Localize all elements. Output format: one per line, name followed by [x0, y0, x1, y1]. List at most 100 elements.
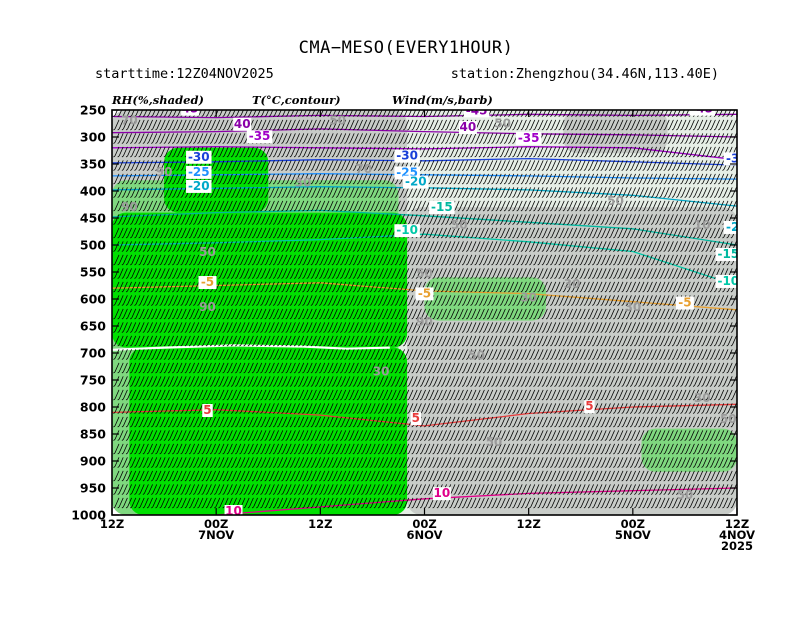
rh-label: 50	[607, 194, 624, 208]
x-tick-label: 5NOV	[615, 528, 651, 542]
temp-label-bg	[458, 121, 477, 135]
temp-label-bg	[715, 274, 737, 288]
y-tick-label: 900	[80, 454, 106, 469]
rh-label: 50	[486, 435, 503, 449]
rh-label: 30	[373, 365, 390, 379]
start-time-label: starttime:12Z04NOV2025	[95, 66, 274, 82]
temp-contour--10	[112, 233, 737, 287]
rh-label: 50	[468, 348, 485, 362]
rh-label: 50	[416, 266, 433, 280]
rh-label: 50	[451, 218, 468, 232]
rh-label: 70	[355, 162, 372, 176]
wind-barb-row-760	[113, 376, 737, 387]
temp-label: 10	[225, 504, 242, 518]
wind-barb-row-885	[113, 443, 737, 455]
x-tick-label: 12Z	[516, 517, 540, 531]
rh-label: 70	[121, 114, 138, 128]
x-tick-label: 12Z	[308, 517, 332, 531]
rh-label: 50	[720, 412, 737, 426]
x-tick-label: 12Z	[725, 517, 749, 531]
y-tick-label: 450	[80, 211, 106, 226]
temp-label: -5	[201, 275, 214, 289]
temp-label: -10	[717, 274, 739, 288]
temp-label-bg	[715, 247, 737, 261]
temp-label: -15	[431, 200, 453, 214]
wind-barb-row-935	[113, 470, 737, 482]
temp-label-bg	[515, 131, 542, 145]
y-tick-label: 400	[80, 184, 106, 199]
wind-barb-row-460	[113, 214, 737, 225]
legend-wind: Wind(m/s,barb)	[392, 93, 493, 107]
temp-label-bg	[410, 412, 422, 426]
temp-contour--25	[112, 173, 737, 180]
wind-barb-row-610	[113, 295, 737, 306]
rh-label: 10	[694, 218, 711, 232]
y-tick-label: 650	[80, 319, 106, 334]
y-tick-label: 950	[80, 481, 106, 496]
rh-label: 30	[624, 300, 641, 314]
wind-barb-row-685	[113, 335, 737, 347]
wind-barb-row-710	[113, 349, 737, 360]
x-tick-label: 00Z	[621, 517, 645, 531]
wind-barb-row-360	[113, 160, 737, 171]
y-tick-label: 800	[80, 400, 106, 415]
rh-label: 50	[329, 114, 346, 128]
rh-label: 90	[156, 165, 173, 179]
x-tick-label: 00Z	[412, 517, 436, 531]
rh-label: 50	[677, 488, 694, 502]
y-tick-label: 250	[80, 103, 106, 118]
wind-barb-row-510	[113, 241, 737, 252]
temp-label-bg	[429, 200, 455, 214]
rh-label: 30	[694, 391, 711, 405]
wind-barb-row-735	[113, 362, 737, 374]
temp-label: 5	[203, 403, 211, 417]
rh-label: 50	[494, 116, 511, 130]
temp-label-bg	[463, 110, 490, 118]
temp-label: 40	[460, 120, 477, 134]
rh-boundary-line	[112, 344, 390, 351]
wind-barb-row-860	[113, 430, 737, 441]
rh-label: 30	[564, 277, 581, 291]
temp-label-bg	[246, 130, 273, 144]
y-tick-label: 300	[80, 130, 106, 145]
y-tick-label: 1000	[71, 508, 106, 523]
temp-label: -5	[678, 296, 691, 310]
wind-barb-row-560	[113, 268, 737, 279]
x-tick-label: 12Z	[100, 517, 124, 531]
temp-label: -45	[691, 102, 713, 116]
wind-barb-row-910	[113, 457, 737, 468]
temp-label: -2	[726, 220, 739, 234]
temp-label-bg	[675, 296, 694, 310]
temp-label: -35	[249, 129, 271, 143]
temp-label: -3	[726, 151, 739, 165]
legend-temp: T(°C,contour)	[252, 93, 341, 107]
temp-label: -5	[418, 286, 431, 300]
temp-label-bg	[723, 220, 737, 234]
y-tick-label: 700	[80, 346, 106, 361]
temp-label: -20	[405, 175, 427, 189]
temp-label-bg	[181, 110, 200, 116]
temp-label-bg	[584, 400, 595, 414]
x-tick-label: 4NOV	[719, 528, 755, 542]
rh-patch-70	[641, 428, 737, 472]
temp-label: -30	[188, 150, 210, 164]
wind-barb-row-410	[113, 187, 737, 198]
wind-barb-row-785	[113, 389, 737, 401]
temp-label-bg	[198, 276, 217, 290]
rh-label: 30	[520, 291, 537, 305]
wind-barbs	[113, 110, 737, 509]
temp-label-bg	[723, 152, 737, 166]
y-tick-label: 350	[80, 157, 106, 172]
y-tick-label: 550	[80, 265, 106, 280]
wind-barb-row-985	[113, 497, 737, 509]
rh-label: 30	[295, 176, 312, 190]
temp-label: -45	[466, 103, 488, 117]
wind-barb-row-335	[113, 146, 737, 158]
rh-label: 50	[199, 245, 216, 259]
rh-label: 90	[121, 200, 138, 214]
station-label: station:Zhengzhou(34.46N,113.40E)	[450, 66, 719, 82]
temp-label-bg	[689, 110, 716, 116]
